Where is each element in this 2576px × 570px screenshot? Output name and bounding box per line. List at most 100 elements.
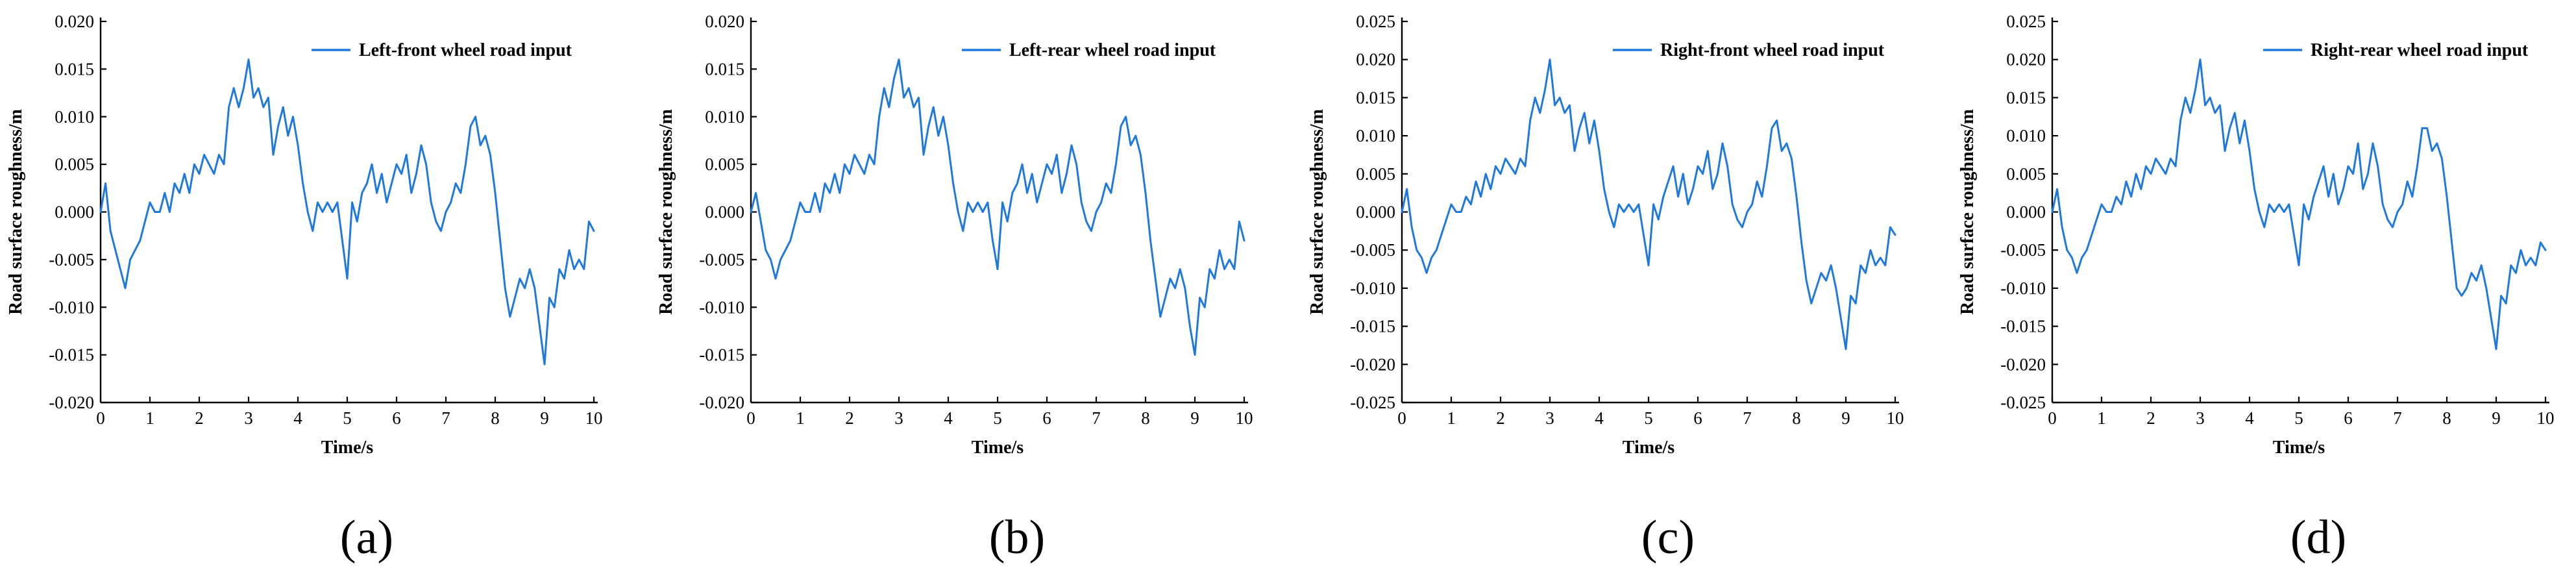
x-axis-label: Time/s xyxy=(1623,438,1674,458)
x-tick-label: 3 xyxy=(894,408,903,428)
x-tick-label: 3 xyxy=(2196,408,2205,428)
legend-label: Right-rear wheel road input xyxy=(2311,40,2529,60)
x-tick-label: 2 xyxy=(2146,408,2155,428)
x-tick-label: 8 xyxy=(2442,408,2451,428)
y-tick-label: -0.005 xyxy=(49,250,94,269)
x-tick-label: 10 xyxy=(2537,408,2555,428)
x-tick-label: 1 xyxy=(796,408,805,428)
x-tick-label: 2 xyxy=(195,408,204,428)
y-tick-label: 0.010 xyxy=(705,107,744,127)
x-axis-label: Time/s xyxy=(972,438,1024,458)
y-tick-label: -0.010 xyxy=(1350,279,1395,298)
y-tick-label: -0.020 xyxy=(49,393,94,412)
x-axis-label: Time/s xyxy=(321,438,373,458)
x-tick-label: 5 xyxy=(993,408,1002,428)
x-tick-label: 10 xyxy=(1887,408,1904,428)
y-tick-label: 0.000 xyxy=(55,203,94,222)
x-tick-label: 8 xyxy=(1792,408,1801,428)
x-tick-label: 7 xyxy=(441,408,450,428)
x-tick-label: 10 xyxy=(1236,408,1253,428)
legend-label: Left-rear wheel road input xyxy=(1009,40,1216,60)
series-line-2 xyxy=(750,58,1245,356)
x-tick-label: 7 xyxy=(1092,408,1101,428)
x-tick-label: 6 xyxy=(1042,408,1051,428)
x-tick-label: 5 xyxy=(343,408,352,428)
y-tick-label: 0.010 xyxy=(55,107,94,127)
y-tick-label: 0.015 xyxy=(705,59,744,79)
x-tick-label: 4 xyxy=(2245,408,2254,428)
x-tick-label: 4 xyxy=(293,408,302,428)
panel-label: (c) xyxy=(1641,511,1695,564)
y-tick-label: -0.015 xyxy=(699,345,744,365)
x-tick-label: 2 xyxy=(845,408,854,428)
y-tick-label: -0.015 xyxy=(1350,317,1395,336)
y-tick-label: -0.005 xyxy=(2000,240,2046,260)
x-tick-label: 6 xyxy=(2344,408,2353,428)
y-tick-label: 0.015 xyxy=(55,59,94,79)
y-tick-label: -0.025 xyxy=(2000,393,2046,412)
y-tick-label: -0.020 xyxy=(1350,354,1395,374)
x-tick-label: 7 xyxy=(2393,408,2402,428)
y-tick-label: 0.000 xyxy=(705,203,744,222)
x-tick-label: 9 xyxy=(1190,408,1199,428)
y-tick-label: 0.015 xyxy=(2006,88,2046,107)
y-tick-label: -0.005 xyxy=(699,250,744,269)
y-tick-label: 0.015 xyxy=(1356,88,1395,107)
y-tick-label: -0.015 xyxy=(49,345,94,365)
x-tick-label: 6 xyxy=(1693,408,1702,428)
x-tick-label: 5 xyxy=(1644,408,1653,428)
y-tick-label: -0.010 xyxy=(699,297,744,317)
y-tick-label: 0.020 xyxy=(55,12,94,31)
x-tick-label: 4 xyxy=(1595,408,1604,428)
x-tick-label: 0 xyxy=(746,408,755,428)
y-tick-label: -0.010 xyxy=(2000,279,2046,298)
panel-label: (a) xyxy=(340,511,393,564)
x-tick-label: 9 xyxy=(540,408,549,428)
y-tick-label: -0.010 xyxy=(49,297,94,317)
chart-panel-2: -0.020 -0.015 -0.010 -0.005 0.000 0.005 0.010 0… xyxy=(656,12,1253,564)
y-tick-label: 0.005 xyxy=(1356,164,1395,184)
y-tick-label: 0.000 xyxy=(1356,203,1395,222)
series-line-4 xyxy=(2051,58,2547,351)
y-tick-label: 0.010 xyxy=(2006,126,2046,145)
y-tick-label: 0.020 xyxy=(1356,50,1395,69)
x-tick-label: 1 xyxy=(145,408,154,428)
chart-panel-1: -0.020 -0.015 -0.010 -0.005 0.000 0.005 0.010 0… xyxy=(6,12,603,564)
panel-label: (d) xyxy=(2290,511,2346,564)
series-line-3 xyxy=(1401,58,1896,351)
x-tick-label: 3 xyxy=(1545,408,1554,428)
y-tick-label: 0.025 xyxy=(1356,12,1395,31)
y-tick-label: -0.015 xyxy=(2000,317,2046,336)
x-tick-label: 3 xyxy=(244,408,253,428)
y-axis-label: Road surface roughness/m xyxy=(1957,109,1978,315)
legend-label: Left-front wheel road input xyxy=(359,40,572,60)
x-tick-label: 6 xyxy=(392,408,401,428)
x-tick-label: 8 xyxy=(1141,408,1150,428)
legend-label: Right-front wheel road input xyxy=(1660,40,1885,60)
x-tick-label: 8 xyxy=(491,408,500,428)
y-tick-label: 0.025 xyxy=(2006,12,2046,31)
y-tick-label: 0.010 xyxy=(1356,126,1395,145)
y-axis-label: Road surface roughness/m xyxy=(1307,109,1327,315)
y-axis-label: Road surface roughness/m xyxy=(656,109,676,315)
x-axis-label: Time/s xyxy=(2273,438,2325,458)
x-tick-label: 0 xyxy=(96,408,105,428)
panel-label: (b) xyxy=(989,511,1045,564)
x-tick-label: 9 xyxy=(2492,408,2501,428)
series-line-1 xyxy=(99,58,595,366)
x-tick-label: 5 xyxy=(2294,408,2303,428)
y-tick-label: 0.020 xyxy=(2006,50,2046,69)
x-tick-label: 0 xyxy=(1397,408,1406,428)
y-tick-label: 0.000 xyxy=(2006,203,2046,222)
chart-panel-3: -0.025 -0.020 -0.015 -0.010 -0.005 0.000 0.005… xyxy=(1307,12,1904,564)
x-tick-label: 9 xyxy=(1841,408,1850,428)
y-tick-label: -0.025 xyxy=(1350,393,1395,412)
y-tick-label: -0.005 xyxy=(1350,240,1395,260)
y-tick-label: 0.005 xyxy=(55,155,94,174)
y-tick-label: 0.020 xyxy=(705,12,744,31)
y-tick-label: 0.005 xyxy=(705,155,744,174)
x-tick-label: 4 xyxy=(944,408,953,428)
y-tick-label: -0.020 xyxy=(2000,354,2046,374)
x-tick-label: 2 xyxy=(1496,408,1505,428)
